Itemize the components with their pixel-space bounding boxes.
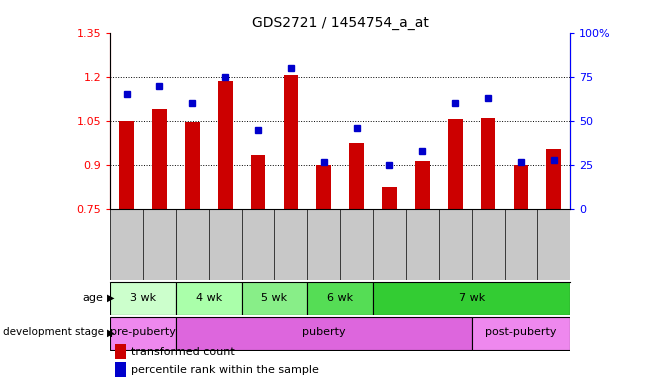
Text: post-puberty: post-puberty bbox=[485, 328, 557, 338]
Bar bbox=[176, 282, 242, 315]
Bar bbox=[110, 317, 176, 349]
Bar bbox=[316, 165, 331, 209]
Bar bbox=[514, 165, 528, 209]
Text: pre-puberty: pre-puberty bbox=[110, 328, 176, 338]
Text: percentile rank within the sample: percentile rank within the sample bbox=[131, 365, 319, 375]
Bar bbox=[218, 81, 233, 209]
Bar bbox=[546, 149, 561, 209]
Bar bbox=[448, 119, 463, 209]
Text: ▶: ▶ bbox=[107, 328, 115, 338]
Bar bbox=[373, 282, 570, 315]
Bar bbox=[152, 109, 167, 209]
Bar bbox=[472, 317, 570, 349]
Text: puberty: puberty bbox=[302, 328, 345, 338]
Text: development stage: development stage bbox=[3, 328, 104, 338]
Text: transformed count: transformed count bbox=[131, 347, 235, 357]
Text: 4 wk: 4 wk bbox=[196, 293, 222, 303]
Text: age: age bbox=[83, 293, 104, 303]
Text: 7 wk: 7 wk bbox=[459, 293, 485, 303]
Bar bbox=[307, 282, 373, 315]
Bar bbox=[185, 122, 200, 209]
Bar bbox=[349, 143, 364, 209]
Bar bbox=[284, 75, 298, 209]
Bar bbox=[415, 161, 430, 209]
Text: 3 wk: 3 wk bbox=[130, 293, 156, 303]
Bar bbox=[115, 344, 126, 359]
Bar bbox=[115, 362, 126, 377]
Bar bbox=[119, 121, 134, 209]
Text: 5 wk: 5 wk bbox=[261, 293, 288, 303]
Text: 6 wk: 6 wk bbox=[327, 293, 353, 303]
Bar bbox=[251, 155, 266, 209]
Bar bbox=[176, 317, 472, 349]
Text: ▶: ▶ bbox=[107, 293, 115, 303]
Title: GDS2721 / 1454754_a_at: GDS2721 / 1454754_a_at bbox=[252, 16, 428, 30]
Bar bbox=[382, 187, 397, 209]
Bar bbox=[110, 282, 176, 315]
Bar bbox=[242, 282, 307, 315]
Bar bbox=[481, 118, 496, 209]
